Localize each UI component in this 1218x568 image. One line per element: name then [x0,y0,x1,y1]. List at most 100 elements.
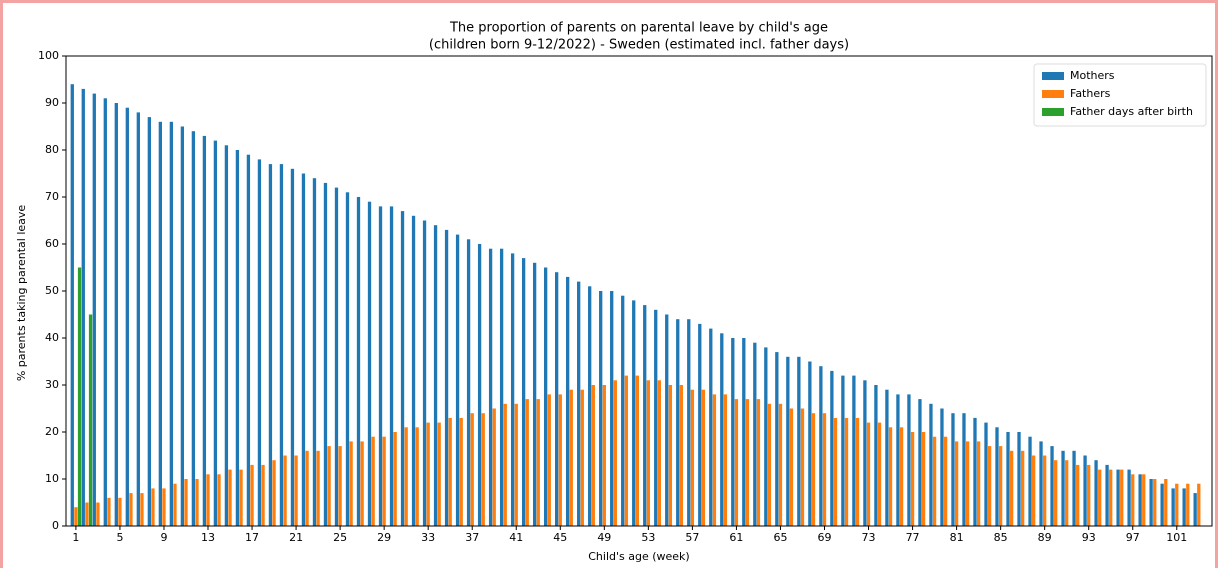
bar [433,225,438,526]
bar [400,211,405,526]
bar [378,206,383,526]
bar [580,389,584,526]
plot-frame [65,55,1213,527]
x-tick-label: 45 [553,531,567,544]
bar [488,248,493,526]
bar [888,427,893,526]
bar [521,258,526,526]
x-tick-label: 57 [685,531,699,544]
x-tick-label: 1 [72,531,79,544]
bar [180,126,185,526]
bar [213,140,218,526]
legend-swatch [1042,108,1064,116]
bar [92,93,96,526]
bar [1028,436,1032,526]
bar [676,319,680,526]
bar [169,121,174,527]
bar [206,474,210,526]
legend-label: Father days after birth [1070,105,1193,118]
bar [382,436,386,526]
bar [525,399,529,526]
x-tick-label: 73 [862,531,876,544]
bar [797,356,801,526]
bar [217,474,221,526]
x-tick-label: 85 [994,531,1008,544]
bar [503,403,507,526]
bar [85,502,89,526]
bar [235,150,240,526]
bar [477,244,482,526]
bar [290,168,295,527]
bar [371,436,375,526]
bar [811,413,816,526]
bar [455,234,460,526]
bar [734,399,739,526]
bar [536,399,540,526]
bar [1072,450,1076,526]
y-tick-label: 40 [45,331,59,344]
x-tick-label: 101 [1166,531,1187,544]
bar [577,281,581,526]
bar [492,408,496,526]
bar [202,135,207,526]
bar [360,441,364,526]
bar [753,342,757,526]
bar [852,375,856,526]
bar [532,262,537,526]
bar [921,432,926,526]
legend-box [1033,63,1207,127]
bar [833,417,838,526]
bar [96,502,100,526]
x-tick-label: 37 [465,531,479,544]
bar [1098,469,1102,526]
bar [709,328,713,526]
bar [929,403,933,526]
bar [77,267,82,526]
bar [1043,455,1047,526]
bar [800,408,805,526]
bar [822,413,827,526]
bar [690,389,695,526]
bar [841,375,845,526]
bar [136,112,140,527]
bar [1009,450,1014,526]
bar [646,380,651,526]
y-tick-label: 80 [45,143,59,156]
bar [547,394,551,526]
x-tick-label: 33 [421,531,435,544]
bar [246,154,251,526]
bar [863,380,867,526]
bar [481,413,485,526]
bar [954,441,959,526]
x-tick-label: 29 [377,531,391,544]
bar [88,314,93,526]
bar [228,469,232,526]
y-tick-label: 50 [45,284,59,297]
x-tick-label: 13 [201,531,215,544]
bar [184,479,188,526]
legend-label: Mothers [1070,69,1115,82]
bar [712,394,717,526]
bar [459,417,463,526]
bar [896,394,900,526]
x-tick-label: 61 [729,531,743,544]
bar [698,323,702,526]
bar [301,173,306,526]
bar [555,272,559,526]
bar [294,455,298,526]
bar [257,159,262,526]
bar [591,385,595,526]
bar [602,385,606,526]
bar [701,389,706,526]
bar [118,497,122,526]
bar [74,507,78,526]
y-tick-label: 0 [52,519,59,532]
bar [951,413,955,526]
chart-subtitle: (children born 9-12/2022) - Sweden (esti… [429,38,849,53]
legend-swatch [1042,90,1064,98]
bar [918,399,922,526]
bar [679,385,684,526]
bar [668,385,673,526]
bar [764,347,768,526]
